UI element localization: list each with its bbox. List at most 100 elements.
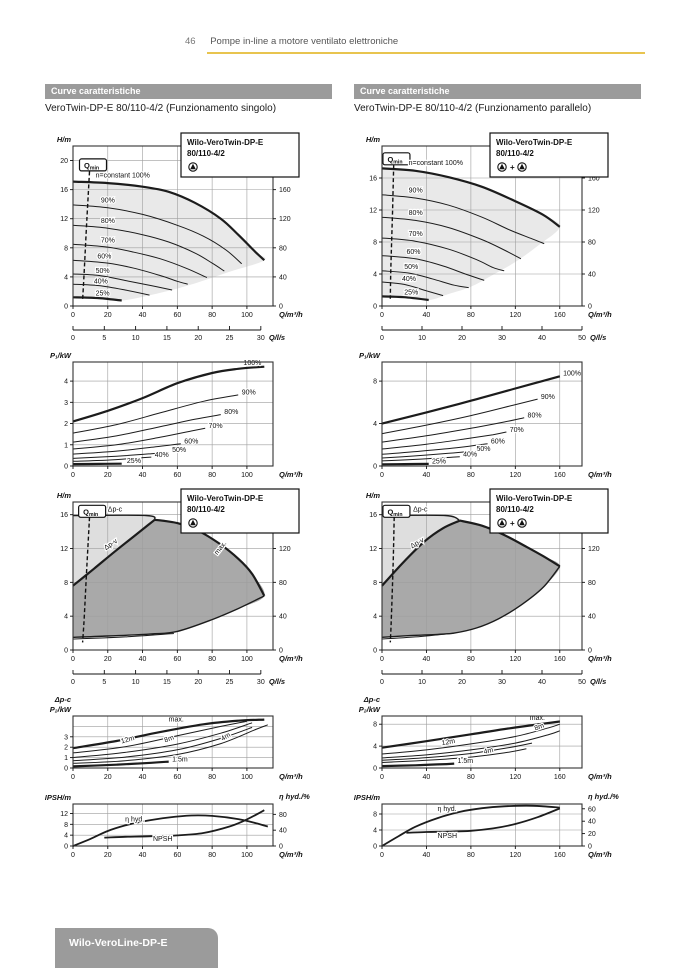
svg-text:60: 60 xyxy=(173,852,181,859)
plot-frame xyxy=(72,715,274,769)
svg-text:Qmin: Qmin xyxy=(84,161,99,172)
svg-text:80: 80 xyxy=(208,312,216,319)
svg-text:70%: 70% xyxy=(209,423,223,430)
svg-text:4: 4 xyxy=(373,421,377,428)
svg-text:15: 15 xyxy=(163,679,171,686)
plot-frame xyxy=(72,145,274,307)
svg-text:12: 12 xyxy=(60,216,68,223)
svg-text:P₂/kW: P₂/kW xyxy=(359,705,381,714)
svg-text:80%: 80% xyxy=(224,409,238,416)
svg-text:Q/m³/h: Q/m³/h xyxy=(279,310,303,319)
svg-text:0: 0 xyxy=(380,852,384,859)
svg-text:Q/m³/h: Q/m³/h xyxy=(588,654,612,663)
svg-text:80: 80 xyxy=(588,580,596,587)
plot-frame xyxy=(381,803,583,847)
svg-text:4: 4 xyxy=(64,274,68,281)
svg-text:0: 0 xyxy=(380,472,384,479)
qmin-marker: Qmin xyxy=(382,152,411,166)
secondary-x-axis: 0 10 20 30 40 50 Q/l/s xyxy=(380,326,606,342)
svg-text:16: 16 xyxy=(60,187,68,194)
section-header-bar: Curve caratteristiche xyxy=(354,84,641,99)
svg-text:0: 0 xyxy=(71,335,75,342)
svg-text:1: 1 xyxy=(64,442,68,449)
svg-text:8: 8 xyxy=(373,722,377,729)
svg-text:0: 0 xyxy=(373,844,377,851)
svg-text:η hyd./%: η hyd./% xyxy=(279,792,310,801)
svg-text:4: 4 xyxy=(373,828,377,835)
svg-text:0: 0 xyxy=(64,648,68,655)
svg-text:3: 3 xyxy=(64,400,68,407)
svg-text:0: 0 xyxy=(279,648,283,655)
svg-text:30: 30 xyxy=(257,335,265,342)
gridlines xyxy=(382,804,582,846)
svg-text:80: 80 xyxy=(208,774,216,781)
svg-text:80: 80 xyxy=(467,472,475,479)
svg-text:8: 8 xyxy=(64,245,68,252)
gridlines xyxy=(382,362,582,466)
column-parallel-operation: Curve caratteristiche VeroTwin-DP-E 80/1… xyxy=(354,84,641,868)
svg-text:60: 60 xyxy=(173,656,181,663)
svg-text:120: 120 xyxy=(588,546,600,553)
svg-text:12m: 12m xyxy=(441,738,456,747)
svg-text:90%: 90% xyxy=(541,394,555,401)
qmin-limit-line xyxy=(389,517,395,643)
svg-text:12: 12 xyxy=(60,546,68,553)
section-header-bar: Curve caratteristiche xyxy=(45,84,332,99)
svg-text:1: 1 xyxy=(64,755,68,762)
svg-text:0: 0 xyxy=(588,844,592,851)
chart-curve-field: Qmin n=constant 100% 90% 80% 70% 60% 50% 40% 25%… xyxy=(354,132,641,348)
svg-text:40%: 40% xyxy=(402,276,416,283)
svg-text:4: 4 xyxy=(64,379,68,386)
qmin-limit-line xyxy=(81,517,91,643)
svg-text:100: 100 xyxy=(241,472,253,479)
svg-text:4: 4 xyxy=(373,272,377,279)
svg-text:80: 80 xyxy=(467,774,475,781)
svg-text:H/m: H/m xyxy=(366,491,381,500)
svg-text:80: 80 xyxy=(467,656,475,663)
svg-text:16: 16 xyxy=(369,176,377,183)
svg-text:4: 4 xyxy=(373,614,377,621)
svg-text:η hyd./%: η hyd./% xyxy=(588,792,619,801)
svg-text:12: 12 xyxy=(60,811,68,818)
svg-text:80: 80 xyxy=(208,852,216,859)
secondary-x-axis: 0 5 10 15 20 25 30 Q/l/s xyxy=(71,670,285,686)
header-accent-rule xyxy=(207,52,645,54)
svg-text:Δp-c: Δp-c xyxy=(413,506,428,513)
svg-text:40: 40 xyxy=(139,656,147,663)
svg-text:40: 40 xyxy=(139,472,147,479)
svg-text:50%: 50% xyxy=(96,268,110,275)
svg-text:40: 40 xyxy=(588,272,596,279)
svg-text:40: 40 xyxy=(588,614,596,621)
column-single-operation: Curve caratteristiche VeroTwin-DP-E 80/1… xyxy=(45,84,332,868)
svg-text:70%: 70% xyxy=(510,427,524,434)
svg-text:Δp-c: Δp-c xyxy=(363,695,381,704)
svg-text:Q/l/s: Q/l/s xyxy=(590,333,606,342)
svg-text:Q/l/s: Q/l/s xyxy=(269,677,285,686)
plot-frame xyxy=(72,361,274,467)
svg-text:Qmin: Qmin xyxy=(83,507,98,518)
svg-text:80%: 80% xyxy=(409,210,423,217)
svg-text:8: 8 xyxy=(64,822,68,829)
secondary-x-axis: 0 10 20 30 40 50 Q/l/s xyxy=(380,670,606,686)
svg-text:max.: max. xyxy=(530,715,545,722)
svg-text:120: 120 xyxy=(509,852,521,859)
page-number: 46 xyxy=(185,36,196,47)
svg-text:30: 30 xyxy=(257,679,265,686)
svg-text:P₂/kW: P₂/kW xyxy=(50,705,72,714)
column-subtitle: VeroTwin-DP-E 80/110-4/2 (Funzionamento … xyxy=(354,103,592,114)
svg-text:80%: 80% xyxy=(101,218,115,225)
svg-text:1.5m: 1.5m xyxy=(172,757,188,764)
svg-text:Q/m³/h: Q/m³/h xyxy=(588,470,612,479)
svg-text:Q/m³/h: Q/m³/h xyxy=(588,310,612,319)
curves xyxy=(381,804,561,847)
svg-text:30: 30 xyxy=(498,335,506,342)
svg-text:Wilo-VeroTwin-DP-E: Wilo-VeroTwin-DP-E xyxy=(187,138,264,147)
svg-text:40: 40 xyxy=(423,472,431,479)
svg-text:H/m: H/m xyxy=(366,135,381,144)
svg-text:120: 120 xyxy=(509,656,521,663)
svg-text:0: 0 xyxy=(373,464,377,471)
svg-text:20: 20 xyxy=(588,831,596,838)
svg-text:10: 10 xyxy=(132,335,140,342)
page-header-title: Pompe in-line a motore ventilato elettro… xyxy=(210,36,399,47)
